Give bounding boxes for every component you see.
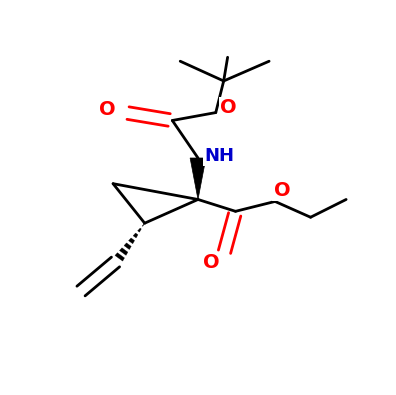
- Polygon shape: [120, 248, 128, 255]
- Text: O: O: [274, 181, 290, 200]
- Text: O: O: [220, 98, 237, 117]
- Text: O: O: [99, 100, 116, 119]
- Text: O: O: [203, 253, 219, 272]
- Text: NH: NH: [205, 147, 235, 165]
- Polygon shape: [133, 233, 138, 238]
- Polygon shape: [115, 253, 124, 261]
- Polygon shape: [142, 223, 145, 226]
- Polygon shape: [129, 238, 135, 244]
- Polygon shape: [124, 243, 131, 250]
- Polygon shape: [190, 158, 206, 199]
- Polygon shape: [138, 228, 141, 232]
